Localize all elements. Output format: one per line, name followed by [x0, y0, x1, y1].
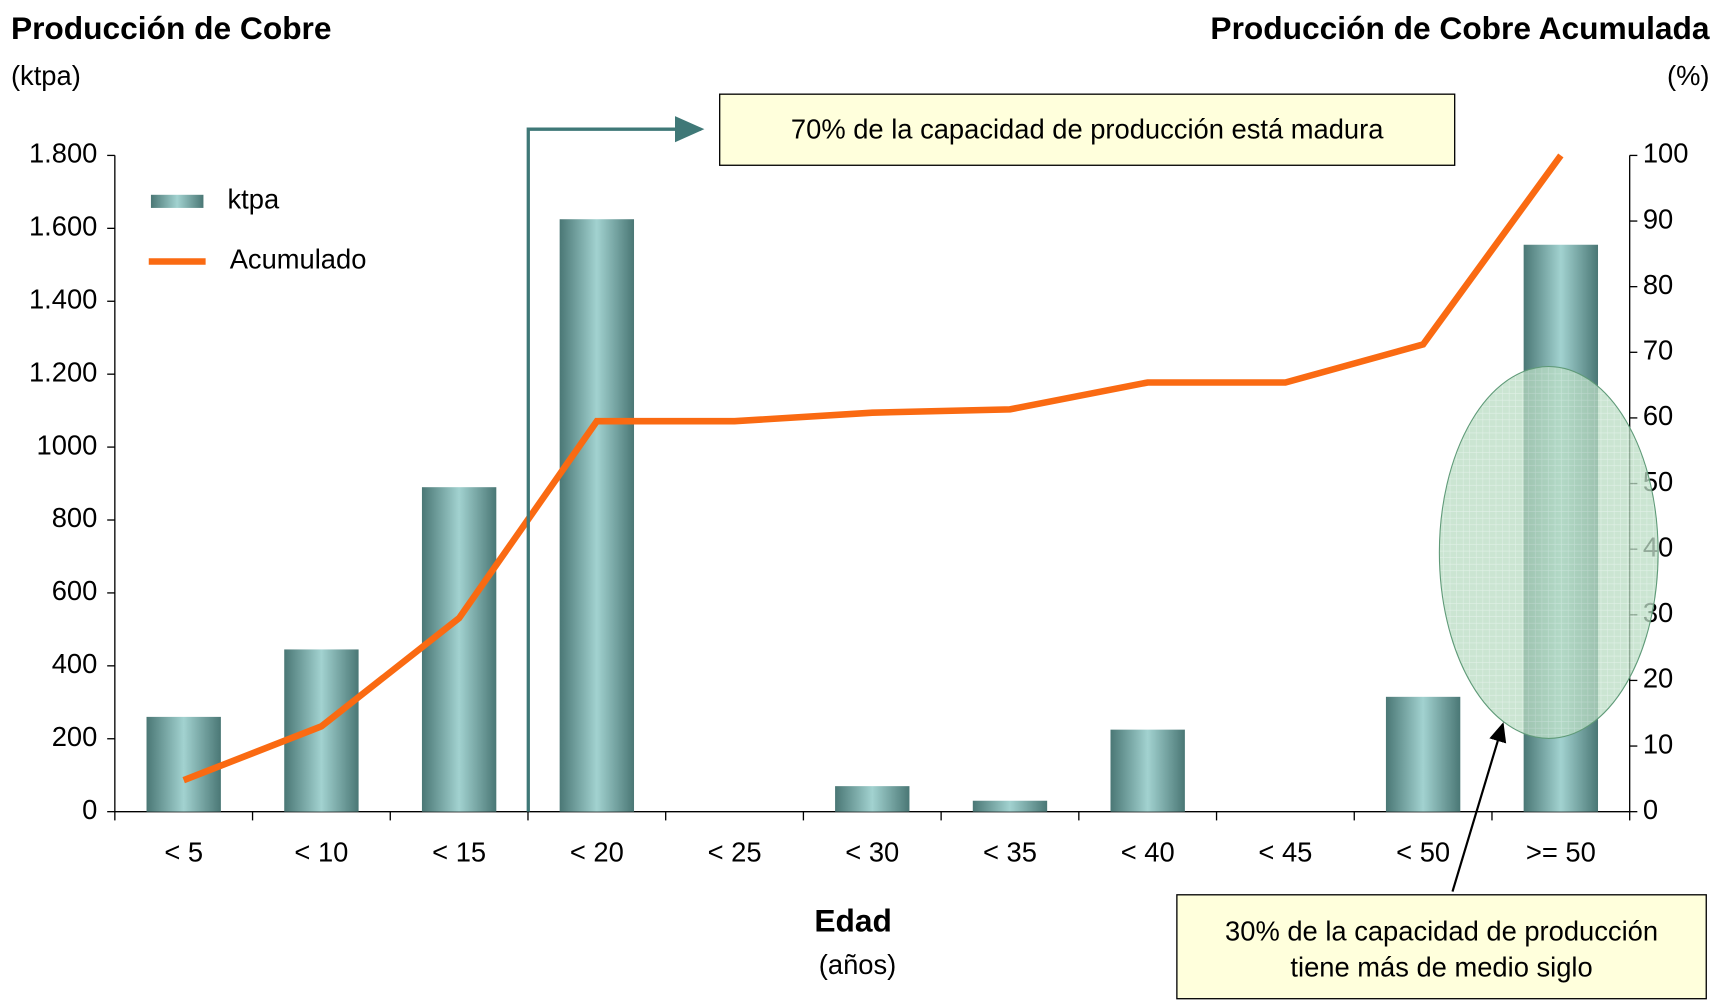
annotation: 70% de la capacidad de producción está m… [791, 114, 1384, 145]
y-tick-label: 1.600 [29, 211, 97, 242]
y-tick-label: 400 [52, 648, 98, 679]
x-tick-label: < 50 [1396, 837, 1450, 868]
x-tick-label: < 45 [1258, 837, 1312, 868]
x-tick-label: < 15 [432, 837, 486, 868]
y2-tick-label: 70 [1643, 335, 1673, 366]
y-tick-label: 1.200 [29, 356, 97, 387]
y2-tick-label: 80 [1643, 269, 1673, 300]
x-tick-label: < 5 [164, 837, 203, 868]
y2-tick-label: 0 [1643, 794, 1658, 825]
bar [1385, 696, 1461, 812]
y2-title: Producción de Cobre Acumulada [1210, 10, 1709, 46]
x-tick-label: >= 50 [1526, 837, 1596, 868]
y-unit: (ktpa) [11, 60, 81, 91]
annotation: 30% de la capacidad de producción [1225, 915, 1658, 946]
x-unit: (años) [819, 949, 896, 980]
y-tick-label: 1.400 [29, 283, 97, 314]
legend-label: Acumulado [230, 244, 367, 275]
y2-tick-label: 10 [1643, 728, 1673, 759]
bar [559, 219, 635, 812]
legend-label: ktpa [228, 184, 280, 215]
y2-tick-label: 90 [1643, 203, 1673, 234]
y-tick-label: 1000 [37, 429, 98, 460]
x-title: Edad [814, 903, 892, 939]
y-title: Producción de Cobre [11, 10, 332, 46]
annotation-box [1176, 894, 1707, 1000]
y-tick-label: 0 [82, 794, 97, 825]
x-tick-label: < 10 [294, 837, 348, 868]
y-tick-label: 800 [52, 502, 98, 533]
y2-unit: (%) [1667, 60, 1710, 91]
y-tick-label: 200 [52, 721, 98, 752]
annotation: tiene más de medio siglo [1290, 951, 1592, 982]
y2-tick-label: 20 [1643, 663, 1673, 694]
x-tick-label: < 35 [983, 837, 1037, 868]
x-tick-label: < 30 [845, 837, 899, 868]
plot: 0 200 400 600 800 1000 1.200 1.400 1.600 1.800 0 10… [29, 138, 1688, 868]
bar [972, 800, 1048, 812]
highlight-ellipse [1438, 365, 1659, 739]
bar [284, 649, 359, 812]
y-tick-label: 600 [52, 575, 98, 606]
old-arrow [1451, 722, 1507, 892]
bar [421, 487, 497, 812]
x-tick-label: < 20 [570, 837, 624, 868]
bar [1110, 729, 1185, 812]
y-tick-label: 1.800 [29, 138, 97, 169]
annotation-box [719, 93, 1456, 166]
bar [146, 716, 221, 812]
y2-tick-label: 100 [1643, 138, 1689, 169]
x-tick-label: < 40 [1121, 837, 1175, 868]
line [182, 153, 1564, 784]
maturity-arrow [526, 116, 705, 812]
legend-swatch [150, 194, 204, 208]
x-tick-label: < 25 [708, 837, 762, 868]
y2-tick-label: 60 [1643, 400, 1673, 431]
bar [835, 786, 910, 812]
